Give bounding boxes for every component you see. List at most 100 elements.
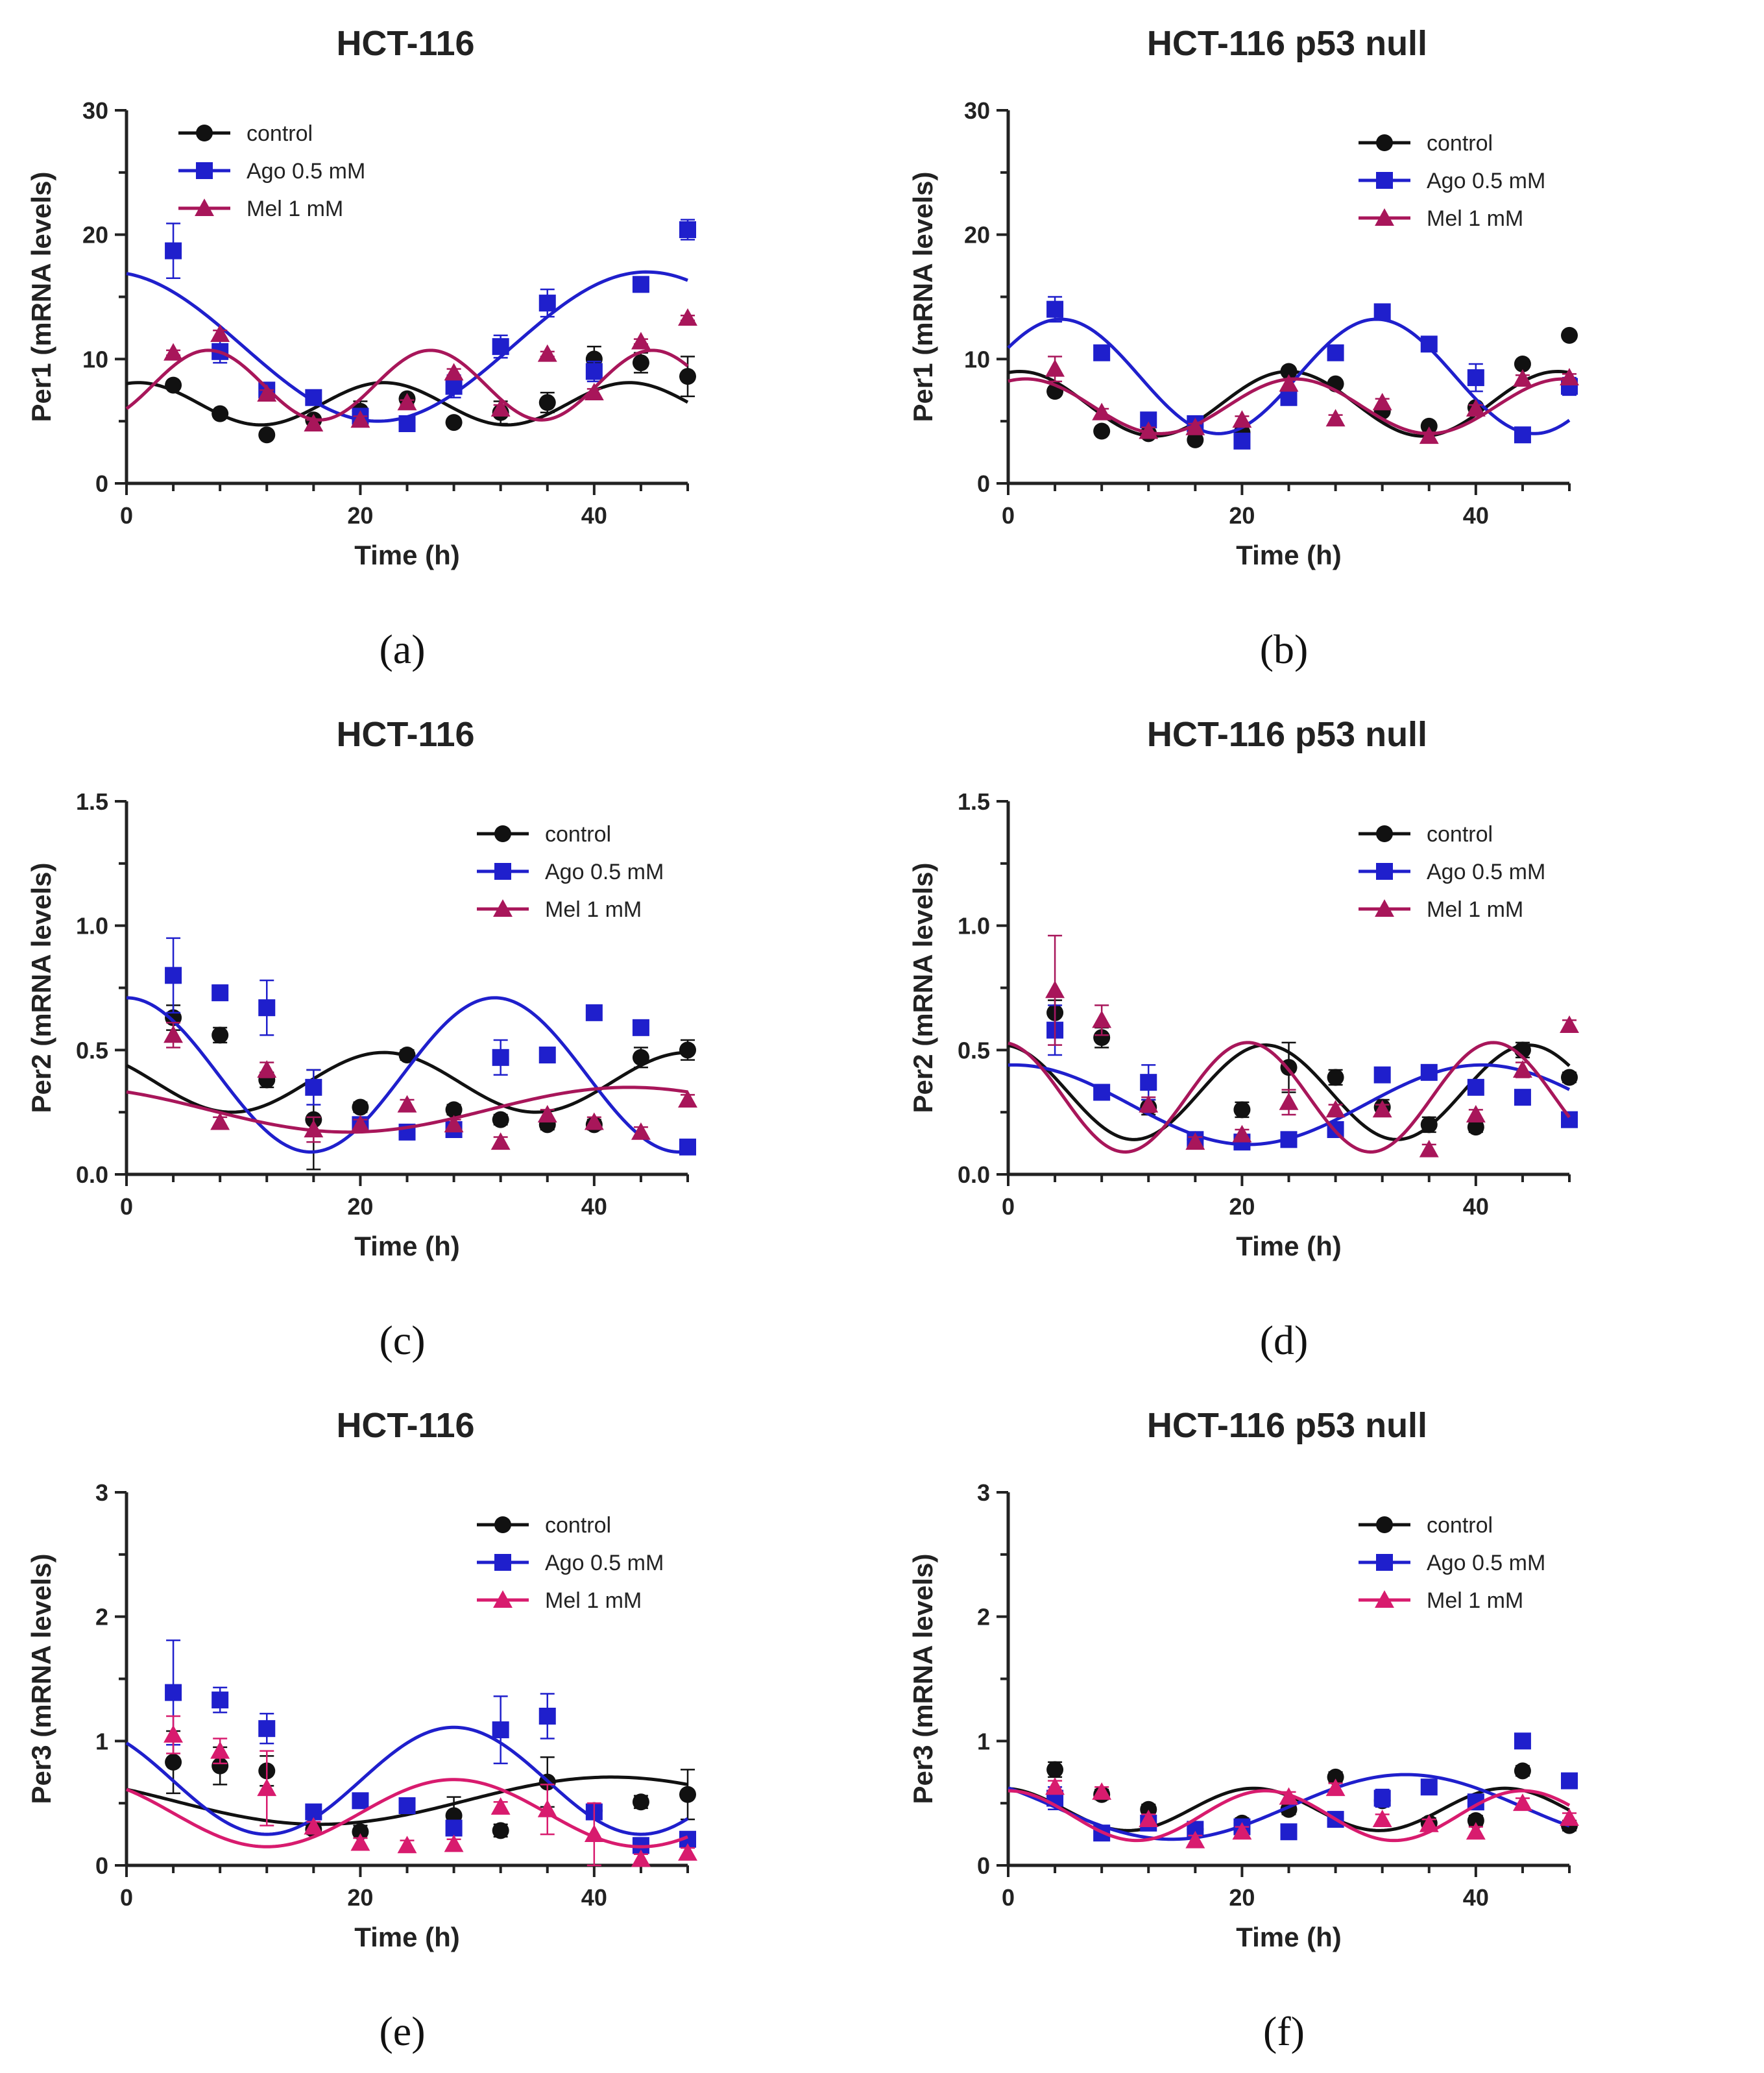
mel-1-mm-point-10 (631, 332, 651, 350)
control-point-6 (1327, 1069, 1344, 1086)
panel-f: HCT-116 p53 null 0 20 40 0 1 2 3 Time (h) Per3 (m… (882, 1382, 1763, 2073)
y-tick-label: 2 (977, 1604, 990, 1631)
control-point-5 (1280, 363, 1298, 380)
legend-label: Ago 0.5 mM (247, 159, 365, 184)
ago-05-mm-point-4 (1233, 432, 1251, 450)
legend-label: Ago 0.5 mM (545, 860, 664, 884)
legend-item-control: control (477, 1513, 611, 1538)
x-tick-label: 20 (347, 1884, 373, 1911)
chart-svg: HCT-116 p53 null 0 20 40 0 10 20 30 Time (h) Per1… (908, 24, 1579, 672)
ago-05-mm-point-3 (305, 389, 322, 406)
legend: control Ago 0.5 mM Mel 1 mM (1359, 131, 1545, 231)
panel-letter: (a) (379, 626, 425, 672)
ago-05-mm-point-11 (1561, 1111, 1578, 1128)
x-axis-label: Time (h) (1236, 1922, 1342, 1952)
x-tick-label: 40 (1463, 1193, 1489, 1220)
y-axis-label: Per1 (mRNA levels) (908, 172, 938, 422)
legend-label: control (1427, 131, 1493, 156)
ago-05-mm-point-7 (1373, 1066, 1391, 1084)
mel-1-mm-point-6 (1325, 1778, 1346, 1797)
y-tick-label: 10 (82, 346, 108, 372)
control-point-1 (211, 1026, 229, 1044)
mel-1-mm-point-11 (1560, 368, 1579, 386)
control-point-6 (445, 1101, 463, 1119)
x-tick-label: 0 (1002, 502, 1015, 529)
mel-1-mm-point-10 (1512, 1060, 1532, 1078)
ago-05-mm-point-0 (165, 967, 182, 984)
mel-1-mm-point-0 (1045, 1777, 1065, 1795)
mel-1-mm-point-7 (1372, 393, 1392, 411)
control-point-6 (1327, 1768, 1344, 1786)
x-tick-label: 20 (347, 1193, 373, 1220)
legend-item-mel-1-mm: Mel 1 mM (477, 897, 642, 922)
mel-1-mm-point-11 (678, 308, 697, 326)
legend-mel-1-mm-point-legend (493, 1590, 513, 1608)
mel-1-mm-point-5 (1279, 1787, 1299, 1805)
ago-05-mm-point-6 (445, 378, 463, 395)
legend-control-point-legend (494, 1516, 511, 1533)
mel-1-mm-point-0 (163, 1725, 184, 1743)
legend: control Ago 0.5 mM Mel 1 mM (1359, 822, 1545, 922)
x-tick-label: 40 (1463, 1884, 1489, 1911)
y-tick-label: 0.0 (958, 1161, 990, 1188)
y-axis-label: Per2 (mRNA levels) (26, 863, 56, 1113)
mel-1-mm-point-1 (1092, 1010, 1112, 1028)
control-point-9 (1467, 1812, 1484, 1829)
chart-title: HCT-116 (336, 24, 474, 63)
panel-letter: (c) (379, 1317, 425, 1363)
mel-1-mm-point-1 (1092, 1782, 1112, 1800)
x-axis-label: Time (h) (354, 1231, 460, 1261)
ago-05-mm-point-9 (1467, 1078, 1484, 1096)
ago-05-mm-point-0 (165, 242, 182, 260)
control-point-10 (1514, 356, 1531, 372)
y-tick-label: 1.0 (958, 913, 990, 940)
legend-item-ago-05-mm: Ago 0.5 mM (1359, 169, 1545, 193)
ago-05-mm-point-5 (1280, 1823, 1298, 1841)
panel-d: HCT-116 p53 null 0 20 40 0.0 0.5 1.0 1.5 Time (h… (882, 691, 1763, 1382)
y-tick-label: 3 (95, 1479, 108, 1506)
chart-svg: HCT-116 0 20 40 0.0 0.5 1.0 1.5 Time (h) Per2 (mR… (26, 715, 697, 1363)
legend-item-mel-1-mm: Mel 1 mM (1359, 1588, 1523, 1613)
ago-05-mm-point-10 (632, 1019, 649, 1036)
legend: control Ago 0.5 mM Mel 1 mM (477, 822, 664, 922)
control-point-8 (1420, 417, 1438, 435)
ago-05-mm-point-9 (1467, 369, 1484, 387)
mel-1-mm-point-7 (490, 399, 511, 417)
chart-svg: HCT-116 p53 null 0 20 40 0 1 2 3 Time (h) Per3 (m… (908, 1406, 1579, 2054)
legend-item-mel-1-mm: Mel 1 mM (1359, 206, 1523, 231)
y-tick-label: 1.5 (76, 788, 108, 815)
control-point-4 (352, 1098, 369, 1116)
mel-1-mm-point-3 (304, 1120, 324, 1137)
legend-label: Ago 0.5 mM (1427, 169, 1545, 193)
mel-1-mm-point-0 (163, 343, 184, 361)
control-point-1 (1093, 422, 1111, 440)
y-tick-label: 30 (82, 97, 108, 124)
legend-label: Ago 0.5 mM (1427, 860, 1545, 884)
ago-05-mm-point-3 (305, 1078, 322, 1096)
mel-1-mm-point-7 (1372, 1810, 1392, 1828)
legend-item-control: control (1359, 1513, 1493, 1538)
mel-1-mm-point-1 (210, 1112, 230, 1130)
mel-1-mm-point-10 (631, 1849, 651, 1867)
mel-1-mm-point-3 (1185, 1132, 1205, 1150)
control-point-10 (632, 1049, 649, 1066)
mel-1-mm-point-4 (1232, 1822, 1252, 1840)
y-tick-label: 20 (82, 222, 108, 249)
legend-ago-05-mm-point-legend (1376, 1554, 1393, 1571)
ago-05-mm-point-0 (1046, 300, 1064, 318)
ago-05-mm-point-8 (538, 295, 556, 312)
mel-1-mm-point-5 (1279, 1092, 1299, 1110)
ago-05-mm-point-1 (211, 1691, 229, 1709)
x-tick-label: 0 (1002, 1193, 1015, 1220)
x-tick-label: 40 (581, 1884, 607, 1911)
legend-label: control (1427, 822, 1493, 847)
legend-control-point-legend (196, 125, 213, 141)
legend-item-ago-05-mm: Ago 0.5 mM (477, 1551, 664, 1575)
mel-1-mm-point-10 (1512, 369, 1532, 387)
y-tick-label: 10 (964, 346, 990, 372)
mel-1-mm-point-7 (490, 1797, 511, 1815)
legend-item-ago-05-mm: Ago 0.5 mM (477, 860, 664, 884)
series-ago-05-mm (126, 937, 696, 1156)
control-point-10 (1514, 1762, 1531, 1780)
